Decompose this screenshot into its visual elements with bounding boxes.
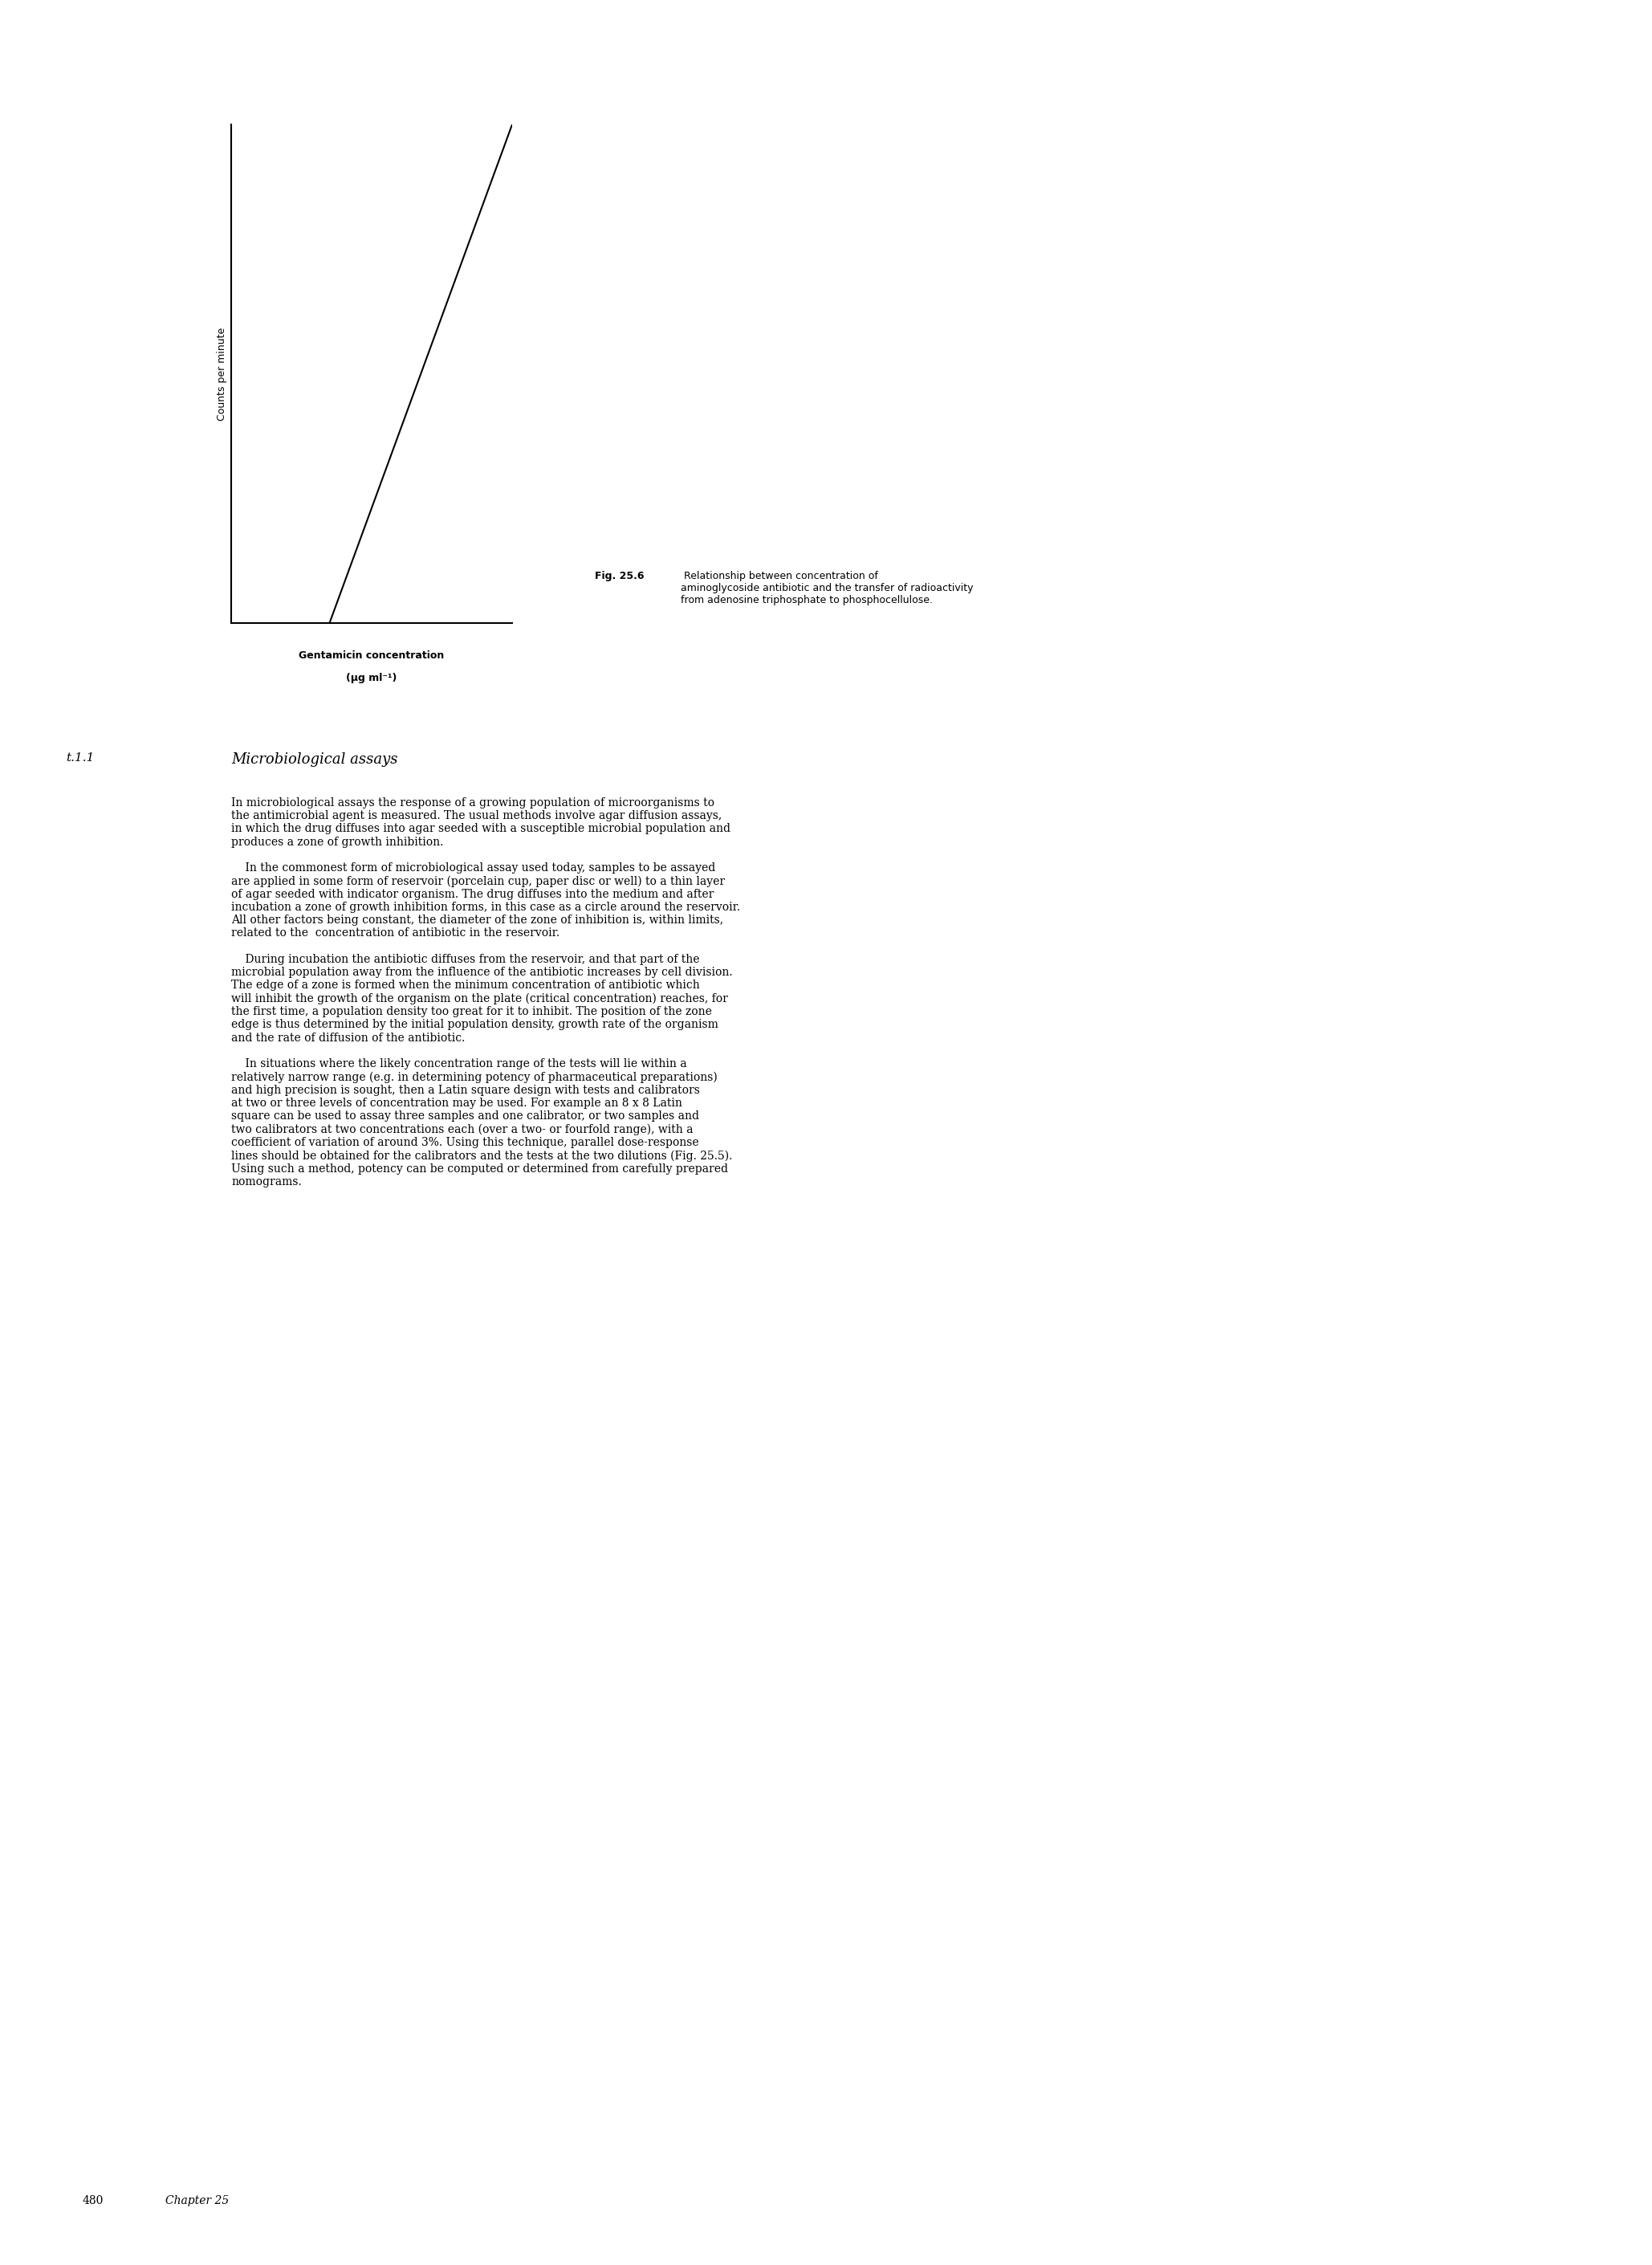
Text: Chapter 25: Chapter 25	[165, 2195, 230, 2206]
Text: Microbiological assays: Microbiological assays	[231, 752, 398, 766]
Text: (μg ml⁻¹): (μg ml⁻¹)	[347, 673, 396, 684]
Text: Relationship between concentration of
aminoglycoside antibiotic and the transfer: Relationship between concentration of am…	[681, 571, 973, 605]
Text: Fig. 25.6: Fig. 25.6	[595, 571, 644, 582]
Text: In microbiological assays the response of a growing population of microorganisms: In microbiological assays the response o…	[231, 797, 740, 1187]
Text: Gentamicin concentration: Gentamicin concentration	[299, 650, 444, 661]
Text: t.1.1: t.1.1	[66, 752, 94, 763]
Text: 480: 480	[83, 2195, 104, 2206]
Y-axis label: Counts per minute: Counts per minute	[216, 326, 226, 421]
